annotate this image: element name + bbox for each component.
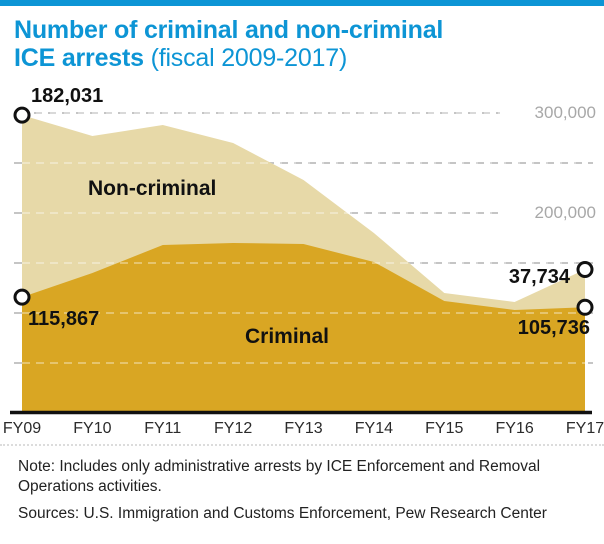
callout-criminal-fy17: 105,736	[517, 317, 590, 339]
x-tick-fy09: FY09	[2, 420, 42, 437]
x-tick-fy12: FY12	[214, 420, 253, 437]
sources-text: Sources: U.S. Immigration and Customs En…	[18, 505, 547, 522]
area-label-non-criminal: Non-criminal	[88, 177, 217, 200]
chart-title-bold2: ICE arrests	[14, 44, 144, 72]
callout-noncriminal-fy17: 37,734	[508, 266, 570, 288]
chart-title-line1: Number of criminal and non-criminal	[14, 16, 444, 44]
x-tick-fy16: FY16	[495, 420, 534, 437]
marker-criminal-fy09	[13, 288, 31, 306]
top-accent-bar	[0, 0, 604, 6]
criminal-area	[22, 243, 585, 413]
x-tick-fy17: FY17	[565, 420, 604, 437]
note-text: Note: Includes only administrative arres…	[18, 458, 541, 495]
marker-non-criminal-fy17	[576, 261, 594, 278]
marker-non-criminal-fy09	[13, 106, 31, 124]
marker-criminal-fy17	[576, 298, 594, 316]
area-label-criminal: Criminal	[245, 325, 330, 348]
x-tick-fy11: FY11	[144, 420, 182, 437]
footer-separator	[0, 444, 604, 446]
chart-title: Number of criminal and non-criminal ICE …	[14, 16, 594, 72]
callout-criminal-fy09: 115,867	[28, 308, 100, 330]
y-axis-label-300k: 300,000	[534, 103, 596, 122]
x-tick-fy14: FY14	[354, 420, 393, 437]
x-tick-fy15: FY15	[425, 420, 464, 437]
x-tick-fy10: FY10	[73, 420, 112, 437]
y-axis-label-200k: 200,000	[534, 203, 596, 222]
x-tick-fy13: FY13	[284, 420, 323, 437]
callout-noncriminal-fy09: 182,031	[31, 85, 104, 107]
chart-title-subtitle: (fiscal 2009-2017)	[143, 44, 348, 72]
